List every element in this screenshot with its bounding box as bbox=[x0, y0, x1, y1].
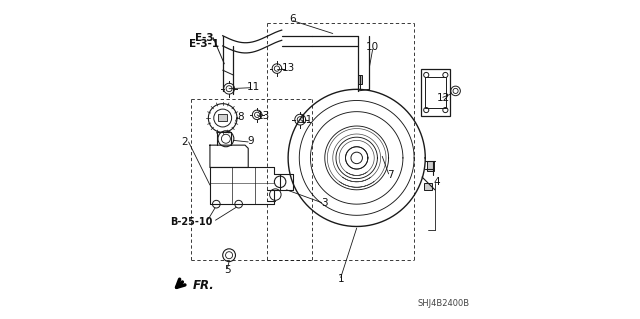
Bar bbox=[425, 77, 446, 108]
Text: 1: 1 bbox=[337, 274, 344, 284]
Text: 8: 8 bbox=[237, 112, 244, 122]
Text: 2: 2 bbox=[181, 137, 188, 147]
Text: 3: 3 bbox=[321, 197, 328, 208]
Bar bbox=[218, 114, 227, 121]
Text: E-3-1: E-3-1 bbox=[189, 39, 220, 49]
Text: 4: 4 bbox=[433, 177, 440, 187]
Text: 11: 11 bbox=[247, 82, 260, 92]
Text: 9: 9 bbox=[248, 136, 254, 146]
Text: FR.: FR. bbox=[193, 279, 214, 292]
Text: 11: 11 bbox=[300, 115, 313, 125]
Text: 7: 7 bbox=[387, 170, 394, 181]
Bar bbox=[424, 183, 431, 190]
Text: 5: 5 bbox=[224, 264, 231, 275]
Text: 6: 6 bbox=[289, 14, 296, 24]
Text: 12: 12 bbox=[437, 93, 451, 103]
Bar bbox=[427, 161, 434, 171]
Bar bbox=[358, 75, 362, 84]
Text: 13: 13 bbox=[257, 111, 270, 121]
Bar bbox=[422, 69, 450, 116]
Text: 13: 13 bbox=[282, 63, 296, 73]
Text: 10: 10 bbox=[366, 42, 379, 52]
Text: E-3: E-3 bbox=[195, 33, 214, 43]
Text: B-25-10: B-25-10 bbox=[171, 217, 213, 227]
Text: SHJ4B2400B: SHJ4B2400B bbox=[418, 299, 470, 308]
